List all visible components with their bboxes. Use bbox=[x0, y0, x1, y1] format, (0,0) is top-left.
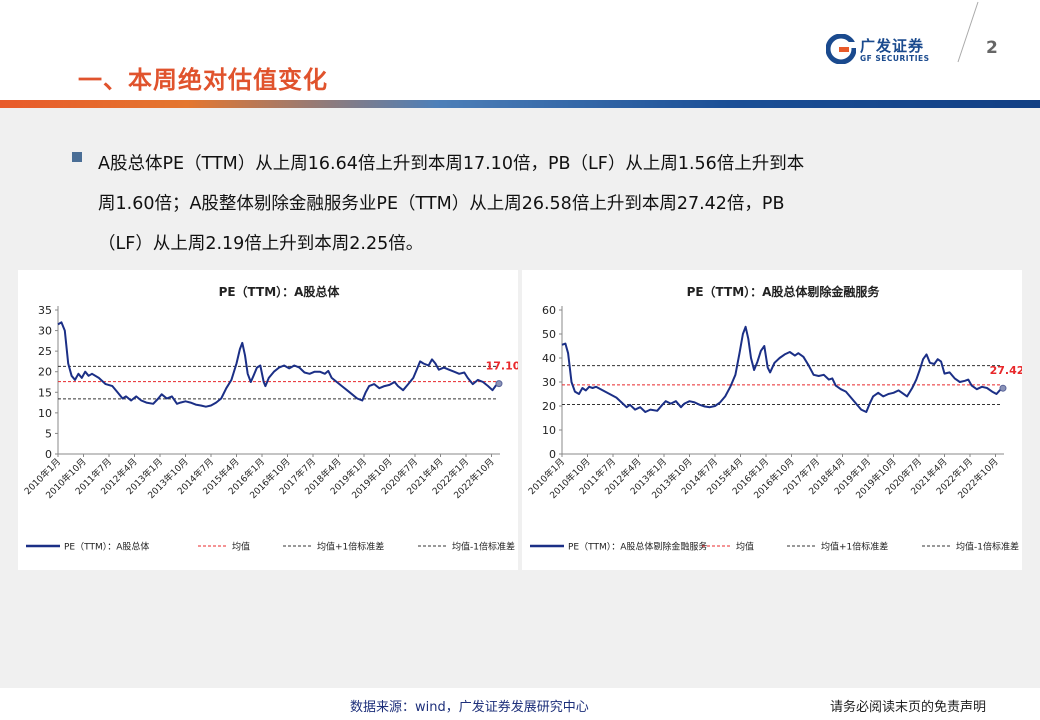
last-point-marker bbox=[999, 384, 1007, 392]
chart-svg: PE（TTM）：A股总体剔除金融服务01020304050602010年1月20… bbox=[526, 284, 1022, 553]
bullet-square-icon bbox=[72, 152, 82, 162]
y-tick-label: 60 bbox=[542, 304, 556, 317]
pe-series-line bbox=[57, 321, 500, 408]
last-value-label: 27.42 bbox=[990, 364, 1022, 377]
chart-a-share-pe: PE（TTM）：A股总体 0 5 10 15 20 25 30 35 2010年1月 2010年10… bbox=[18, 270, 518, 570]
gf-logo-icon bbox=[826, 34, 856, 64]
summary-line-3: （LF）从上周2.19倍上升到本周2.25倍。 bbox=[98, 234, 424, 254]
summary-line-1: A股总体PE（TTM）从上周16.64倍上升到本周17.10倍，PB（LF）从上… bbox=[98, 154, 805, 174]
y-tick-label: 40 bbox=[542, 352, 556, 365]
chart-title: PE（TTM）：A股总体 bbox=[219, 284, 341, 299]
summary-line-2: 周1.60倍；A股整体剔除金融服务业PE（TTM）从上周26.58倍上升到本周2… bbox=[98, 194, 785, 214]
y-tick-label: 10 bbox=[542, 424, 556, 437]
disclaimer-link[interactable]: 请务必阅读末页的免责声明 bbox=[830, 700, 987, 715]
y-tick-label: 10 bbox=[38, 407, 52, 420]
legend-label: PE（TTM）：A股总体 bbox=[64, 541, 149, 553]
page-number: 2 bbox=[986, 38, 998, 58]
legend-label: 均值 bbox=[232, 541, 250, 553]
y-tick-label: 20 bbox=[542, 400, 556, 413]
logo-text-en: GF SECURITIES bbox=[860, 54, 930, 63]
y-tick-label: 15 bbox=[38, 386, 52, 399]
company-logo: 广发证券 GF SECURITIES bbox=[826, 34, 946, 68]
logo-text-cn: 广发证券 bbox=[860, 37, 925, 55]
y-tick-label: 50 bbox=[542, 328, 556, 341]
y-tick-label: 30 bbox=[542, 376, 556, 389]
legend-label: PE（TTM）：A股总体剔除金融服务 bbox=[568, 541, 707, 553]
y-tick-label: 30 bbox=[38, 325, 52, 338]
data-source: 数据来源：wind，广发证券发展研究中心 bbox=[350, 700, 589, 715]
legend-label: 均值+1倍标准差 bbox=[317, 541, 384, 553]
legend-label: 均值 bbox=[736, 541, 754, 553]
y-tick-label: 35 bbox=[38, 304, 52, 317]
header-divider bbox=[957, 1, 979, 63]
y-tick-label: 5 bbox=[45, 427, 52, 440]
slide-title: 一、本周绝对估值变化 bbox=[78, 66, 328, 94]
y-tick-label: 0 bbox=[45, 448, 52, 461]
legend-label: 均值-1倍标准差 bbox=[452, 541, 515, 553]
legend-label: 均值+1倍标准差 bbox=[821, 541, 888, 553]
legend-label: 均值-1倍标准差 bbox=[956, 541, 1019, 553]
last-point-marker bbox=[495, 380, 503, 388]
y-tick-label: 20 bbox=[38, 366, 52, 379]
pe-series-line bbox=[561, 325, 1004, 413]
slide-header: 一、本周绝对估值变化 广发证券 GF SECURITIES 2 bbox=[0, 0, 1040, 104]
chart-title: PE（TTM）：A股总体剔除金融服务 bbox=[687, 284, 881, 299]
last-value-label: 17.10 bbox=[486, 360, 518, 373]
summary-paragraph: A股总体PE（TTM）从上周16.64倍上升到本周17.10倍，PB（LF）从上… bbox=[98, 144, 978, 264]
y-tick-label: 0 bbox=[549, 448, 556, 461]
header-stripe bbox=[0, 100, 1040, 108]
y-tick-label: 25 bbox=[38, 345, 52, 358]
chart-svg: PE（TTM）：A股总体051015202530352010年1月2010年10… bbox=[22, 284, 518, 553]
chart-ex-financial-pe: PE（TTM）：A股总体剔除金融服务 0 10 20 30 40 50 60 2010年1月 20… bbox=[522, 270, 1022, 570]
